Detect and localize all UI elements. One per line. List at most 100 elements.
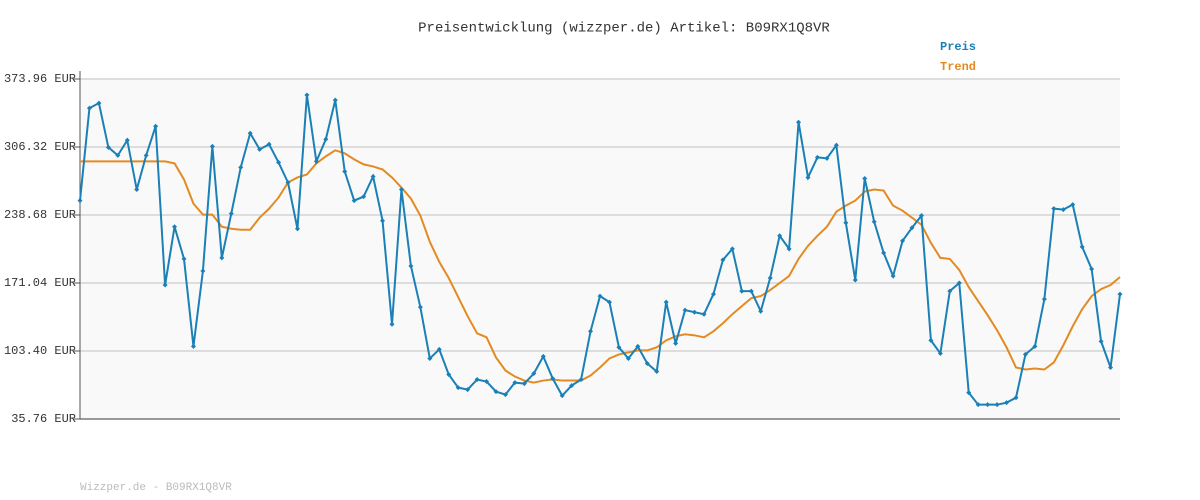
- point-marker: [729, 246, 735, 252]
- point-marker: [701, 311, 707, 317]
- y-tick-label: 238.68 EUR: [4, 208, 76, 222]
- point-marker: [862, 175, 868, 181]
- point-marker: [521, 381, 527, 387]
- point-marker: [1032, 343, 1038, 349]
- point-marker: [190, 343, 196, 349]
- point-marker: [805, 174, 811, 180]
- point-marker: [380, 218, 386, 224]
- point-marker: [739, 288, 745, 294]
- point-marker: [796, 119, 802, 125]
- point-marker: [956, 280, 962, 286]
- series-line: [80, 149, 1121, 384]
- point-marker: [748, 288, 754, 294]
- point-marker: [389, 321, 395, 327]
- point-marker: [209, 143, 215, 149]
- point-marker: [257, 146, 263, 152]
- series-layer: [77, 92, 1123, 408]
- point-marker: [720, 257, 726, 263]
- point-marker: [531, 371, 537, 377]
- y-tick-label: 171.04 EUR: [4, 276, 76, 290]
- point-marker: [285, 180, 291, 186]
- point-marker: [663, 299, 669, 305]
- point-marker: [181, 256, 187, 262]
- point-marker: [654, 369, 660, 375]
- point-marker: [323, 136, 329, 142]
- point-marker: [153, 123, 159, 129]
- point-marker: [786, 246, 792, 252]
- legend-label: Preis: [940, 40, 976, 54]
- point-marker: [1060, 207, 1066, 213]
- point-marker: [427, 355, 433, 361]
- point-marker: [710, 291, 716, 297]
- point-marker: [673, 340, 679, 346]
- point-marker: [909, 225, 915, 231]
- point-marker: [559, 393, 565, 399]
- point-marker: [918, 213, 924, 219]
- point-marker: [276, 159, 282, 165]
- point-marker: [975, 402, 981, 408]
- point-marker: [852, 277, 858, 283]
- chart-title: Preisentwicklung (wizzper.de) Artikel: B…: [418, 21, 830, 37]
- point-marker: [266, 141, 272, 147]
- point-marker: [928, 337, 934, 343]
- point-marker: [1022, 351, 1028, 357]
- point-marker: [985, 402, 991, 408]
- point-marker: [304, 92, 310, 98]
- point-marker: [540, 353, 546, 359]
- y-tick-label: 306.32 EUR: [4, 140, 76, 154]
- point-marker: [947, 288, 953, 294]
- point-marker: [351, 198, 357, 204]
- legend-label: Trend: [940, 60, 976, 74]
- point-marker: [824, 155, 830, 161]
- point-marker: [370, 173, 376, 179]
- point-marker: [1004, 400, 1010, 406]
- point-marker: [871, 219, 877, 225]
- point-marker: [398, 187, 404, 193]
- point-marker: [474, 377, 480, 383]
- point-marker: [455, 385, 461, 391]
- point-marker: [1051, 206, 1057, 212]
- point-marker: [465, 387, 471, 393]
- plot-area: [80, 79, 1120, 419]
- footer: Wizzper.de - B09RX1Q8VR: [80, 482, 232, 494]
- point-marker: [682, 307, 688, 313]
- point-marker: [512, 380, 518, 386]
- point-marker: [843, 220, 849, 226]
- point-marker: [172, 224, 178, 230]
- point-marker: [767, 275, 773, 281]
- point-marker: [616, 344, 622, 350]
- point-marker: [569, 383, 575, 389]
- point-marker: [625, 355, 631, 361]
- point-marker: [247, 130, 253, 136]
- point-marker: [238, 164, 244, 170]
- point-marker: [890, 273, 896, 279]
- point-marker: [550, 376, 556, 382]
- point-marker: [502, 392, 508, 398]
- point-marker: [1089, 266, 1095, 272]
- point-marker: [597, 293, 603, 299]
- point-marker: [294, 226, 300, 232]
- point-marker: [881, 250, 887, 256]
- point-marker: [644, 360, 650, 366]
- point-marker: [115, 152, 121, 158]
- point-marker: [332, 97, 338, 103]
- point-marker: [313, 158, 319, 164]
- y-tick-label: 373.96 EUR: [4, 72, 76, 86]
- point-marker: [162, 282, 168, 288]
- point-marker: [758, 308, 764, 314]
- y-tick-label: 103.40 EUR: [4, 344, 76, 358]
- point-marker: [1013, 395, 1019, 401]
- point-marker: [105, 144, 111, 150]
- point-marker: [86, 105, 92, 111]
- point-marker: [417, 304, 423, 310]
- point-marker: [228, 211, 234, 217]
- y-tick-label: 35.76 EUR: [11, 412, 76, 426]
- point-marker: [143, 152, 149, 158]
- grid: [74, 71, 1120, 420]
- point-marker: [937, 350, 943, 356]
- point-marker: [342, 168, 348, 174]
- point-marker: [1041, 296, 1047, 302]
- point-marker: [361, 194, 367, 200]
- point-marker: [578, 377, 584, 383]
- point-marker: [96, 100, 102, 106]
